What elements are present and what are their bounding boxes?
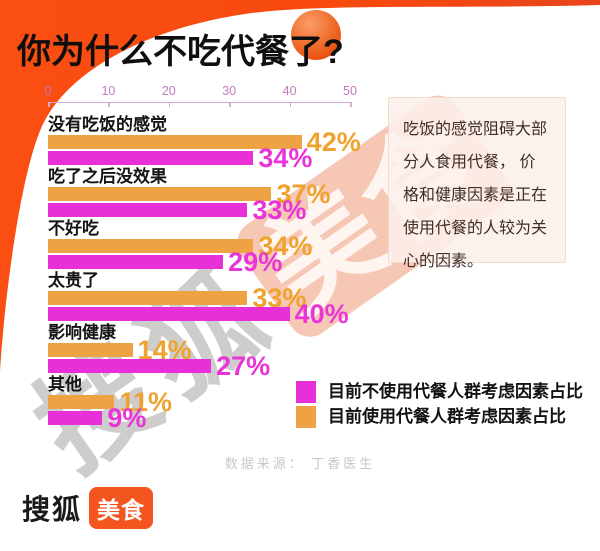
bar <box>48 187 272 201</box>
legend-item: 目前使用代餐人群考虑因素占比 <box>296 405 583 428</box>
x-axis-tick-mark <box>48 102 50 107</box>
bar <box>48 239 254 253</box>
bar <box>48 343 133 357</box>
bar <box>48 203 248 217</box>
bar-value-label: 42% <box>306 127 361 157</box>
data-source-text: 数据来源： 丁香医生 <box>224 456 376 471</box>
bar <box>48 359 212 373</box>
bar-row: 40% <box>48 299 448 329</box>
annotation-box: 吃饭的感觉阻碍大部分人食用代餐， 价格和健康因素是正在使用代餐的人较为关心的因素… <box>388 97 566 270</box>
x-axis-tick-label: 20 <box>161 84 176 98</box>
x-axis-tick-mark <box>289 102 292 107</box>
x-axis-tick-label: 0 <box>44 84 52 98</box>
bar-value-label: 27% <box>216 351 271 381</box>
annotation-text: 吃饭的感觉阻碍大部分人食用代餐， 价格和健康因素是正在使用代餐的人较为关心的因素… <box>403 121 548 270</box>
bar-value-label: 9% <box>107 403 147 433</box>
bar <box>48 307 290 321</box>
bar <box>48 411 103 425</box>
bar-row: 11% <box>48 389 448 416</box>
bar-value-label: 34% <box>258 143 313 173</box>
legend-label: 目前使用代餐人群考虑因素占比 <box>328 407 566 426</box>
x-axis-tick-mark <box>350 102 352 107</box>
bar-value-label: 29% <box>228 247 283 277</box>
legend-item: 目前不使用代餐人群考虑因素占比 <box>296 380 583 403</box>
x-axis-tick-mark <box>108 102 110 107</box>
x-axis-tick-label: 50 <box>343 84 357 98</box>
legend-swatch <box>296 405 316 428</box>
sohu-logo: 搜狐 美食 <box>22 487 154 529</box>
x-axis-tick-label: 30 <box>222 84 237 98</box>
x-axis-tick-label: 40 <box>282 84 297 98</box>
bar-group: 太贵了 33% 40% <box>48 271 448 329</box>
bar-row: 9% <box>48 403 448 433</box>
x-axis-line <box>48 102 350 103</box>
legend-label: 目前不使用代餐人群考虑因素占比 <box>328 382 583 401</box>
legend-swatch <box>296 380 316 403</box>
x-axis-tick-label: 10 <box>101 84 116 98</box>
bar <box>48 255 224 269</box>
category-label: 其他 <box>48 375 82 394</box>
x-axis-tick-mark <box>168 102 171 107</box>
bar-group: 其他 11% 9% <box>48 375 448 433</box>
bar-row: 33% <box>48 285 448 312</box>
bar-group: 影响健康 14% 27% <box>48 323 448 381</box>
bar-value-label: 40% <box>294 299 349 329</box>
food-logo-badge: 美食 <box>89 487 154 529</box>
bar-value-label: 33% <box>252 195 307 225</box>
bar-row: 27% <box>48 351 448 381</box>
bar <box>48 395 115 409</box>
bar <box>48 151 254 165</box>
bar <box>48 291 248 305</box>
sohu-logo-text: 搜狐 <box>22 494 83 525</box>
legend: 目前不使用代餐人群考虑因素占比 目前使用代餐人群考虑因素占比 <box>296 380 583 430</box>
x-axis-tick-mark <box>229 102 231 107</box>
bar-value-label: 14% <box>137 335 192 365</box>
page-title: 你为什么不吃代餐了? <box>17 33 344 71</box>
x-axis: 0 10 20 30 40 50 <box>45 84 368 110</box>
category-label: 影响健康 <box>48 323 116 342</box>
